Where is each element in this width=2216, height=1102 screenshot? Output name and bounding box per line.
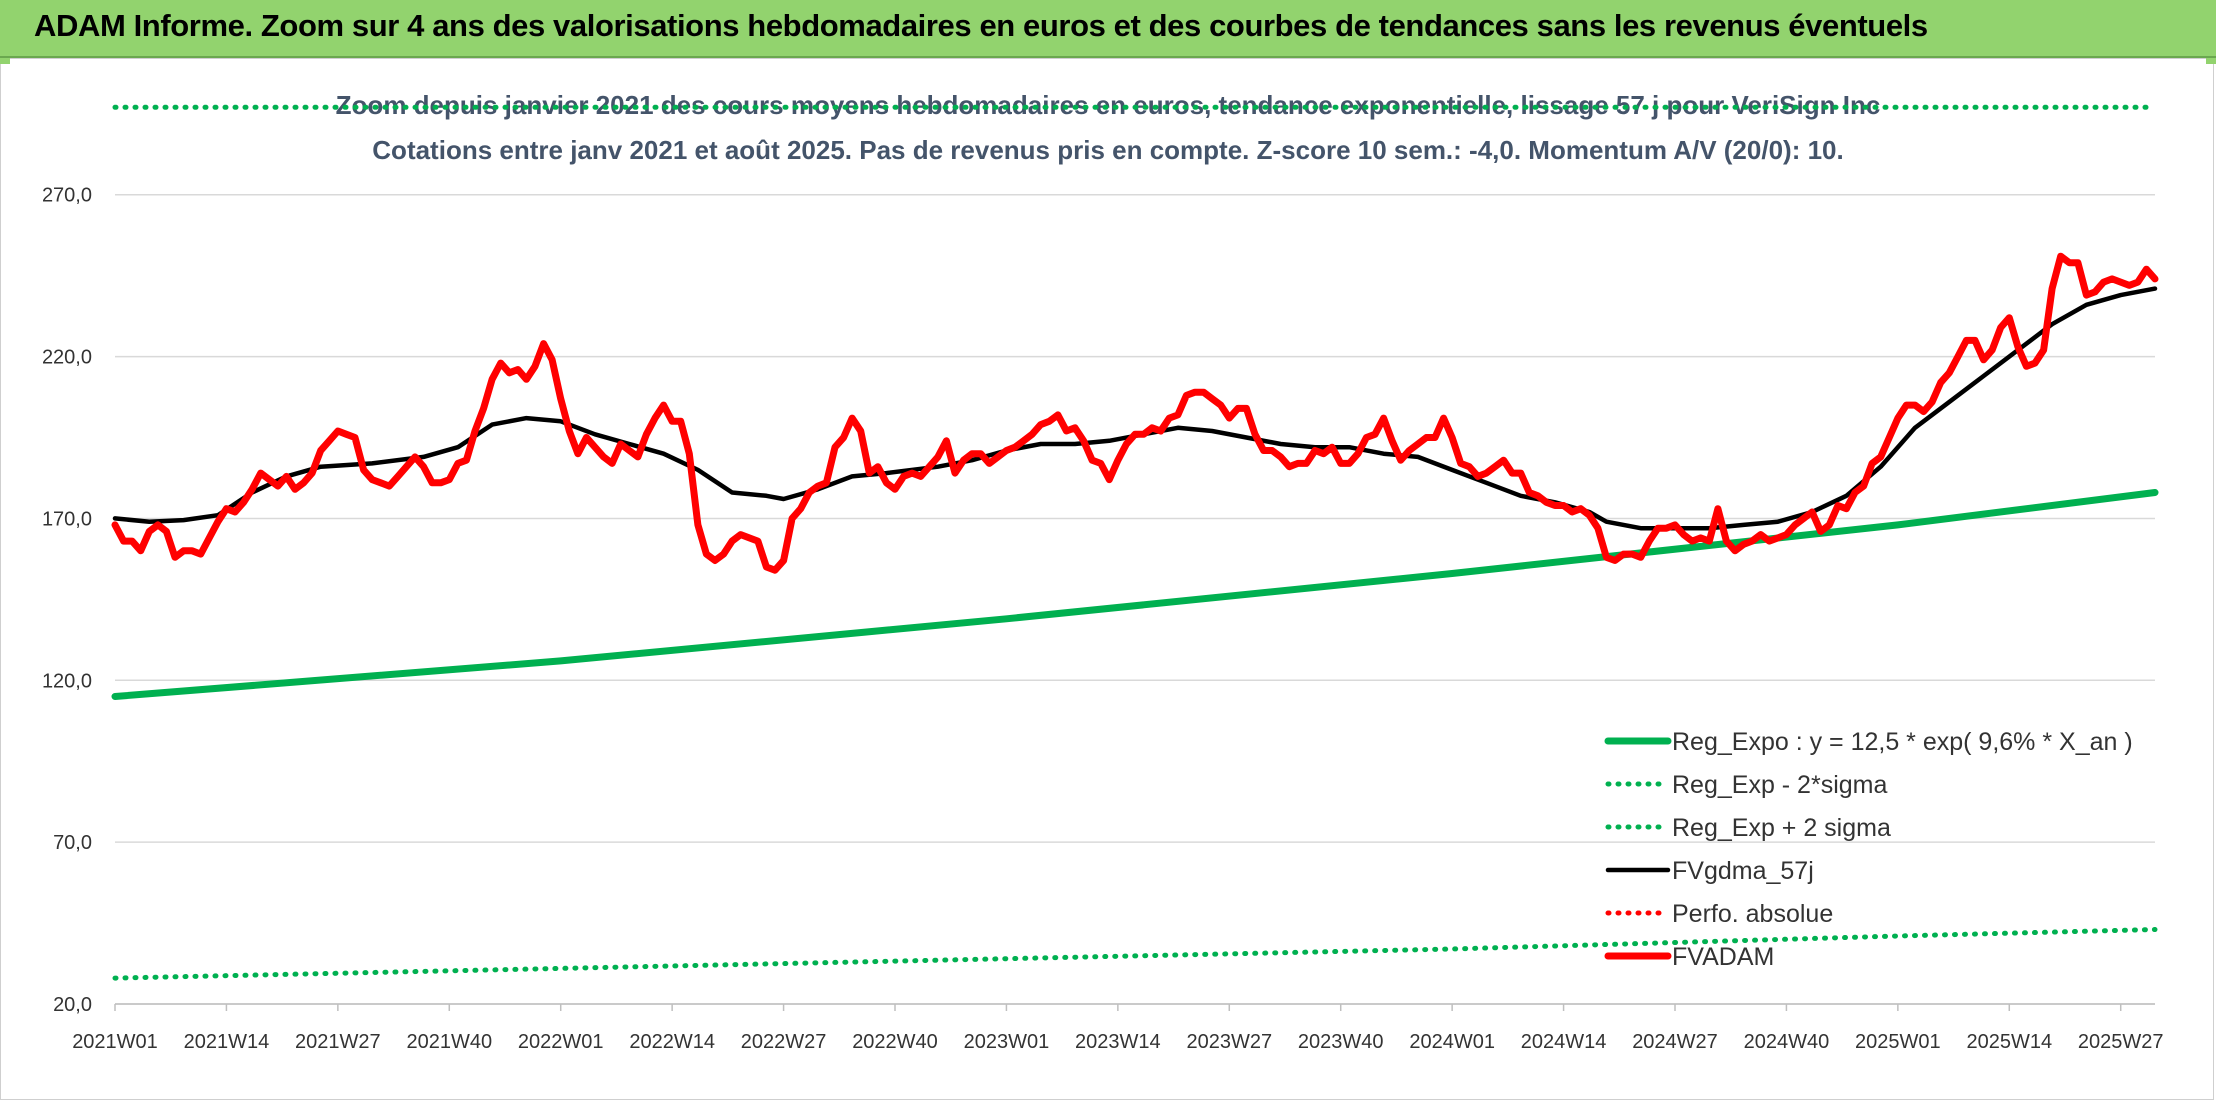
legend: Reg_Expo : y = 12,5 * exp( 9,6% * X_an )…	[1604, 728, 2133, 971]
x-tick-label: 2025W14	[1966, 1031, 2052, 1053]
x-tick-label: 2024W01	[1409, 1031, 1495, 1053]
y-tick-label: 170,0	[42, 508, 92, 530]
grid-lines	[115, 193, 2155, 1005]
x-tick-label: 2023W14	[1075, 1031, 1161, 1053]
chart-frame	[0, 58, 2214, 1100]
x-tick-label: 2023W27	[1186, 1031, 1272, 1053]
x-tick-label: 2024W27	[1632, 1031, 1718, 1053]
chart-title: Zoom depuis janvier 2021 des cours moyen…	[335, 90, 1881, 120]
x-tick-label: 2022W27	[741, 1031, 827, 1053]
header-banner: ADAM Informe. Zoom sur 4 ans des valoris…	[0, 0, 2216, 58]
x-tick-label: 2022W01	[518, 1031, 604, 1053]
fvgdma-57j-line	[112, 286, 2158, 531]
fvadam-line	[111, 252, 2159, 574]
legend-label: FVgdma_57j	[1672, 857, 1814, 885]
x-axis: 2021W01 2021W14 2021W27 2021W40 2022W01 2022W…	[72, 1004, 2164, 1053]
y-tick-label: 70,0	[53, 832, 92, 854]
x-tick-label: 2021W27	[295, 1031, 381, 1053]
reg-expo-line	[111, 489, 2159, 700]
x-tick-label: 2022W40	[852, 1031, 938, 1053]
legend-label: FVADAM	[1672, 943, 1774, 971]
legend-label: Reg_Exp - 2*sigma	[1672, 771, 1887, 799]
y-axis: 20,0 70,0 120,0 170,0 220,0 270,0	[42, 185, 92, 1016]
y-tick-label: 120,0	[42, 670, 92, 692]
x-tick-label: 2025W27	[2078, 1031, 2164, 1053]
page-title: ADAM Informe. Zoom sur 4 ans des valoris…	[34, 8, 1928, 43]
x-tick-label: 2024W14	[1521, 1031, 1607, 1053]
x-tick-label: 2023W40	[1298, 1031, 1384, 1053]
legend-label: Reg_Exp + 2 sigma	[1672, 814, 1891, 842]
frame-corner-left	[0, 58, 10, 64]
legend-label: Reg_Expo : y = 12,5 * exp( 9,6% * X_an )	[1672, 728, 2133, 756]
legend-label: Perfo. absolue	[1672, 900, 1833, 928]
frame-corner-right	[2206, 58, 2216, 64]
x-tick-label: 2021W01	[72, 1031, 158, 1053]
x-tick-label: 2025W01	[1855, 1031, 1941, 1053]
x-tick-label: 2022W14	[629, 1031, 715, 1053]
x-tick-label: 2021W14	[184, 1031, 270, 1053]
chart-subtitle: Cotations entre janv 2021 et août 2025. …	[372, 135, 1844, 165]
reg-minus-2sigma-line	[112, 927, 2158, 981]
series-group	[111, 104, 2159, 981]
y-tick-label: 20,0	[53, 994, 92, 1016]
x-tick-label: 2021W40	[406, 1031, 492, 1053]
x-tick-label: 2023W01	[964, 1031, 1050, 1053]
y-tick-label: 270,0	[42, 185, 92, 207]
x-tick-label: 2024W40	[1744, 1031, 1830, 1053]
y-tick-label: 220,0	[42, 347, 92, 369]
